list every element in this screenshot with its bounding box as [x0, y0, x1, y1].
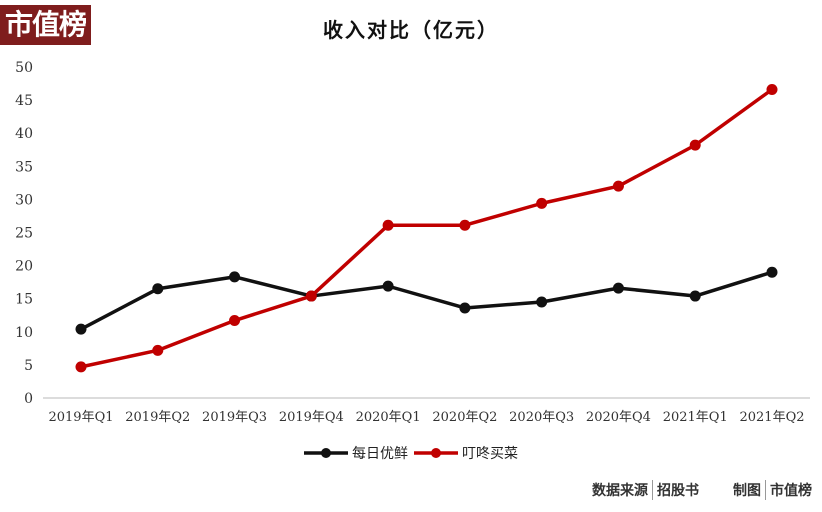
- y-tick-label: 25: [15, 226, 33, 242]
- chart-title: 收入对比（亿元）: [323, 18, 499, 42]
- series-line: [80, 88, 774, 369]
- line-chart: 0 5 10 15 20 25 30 35 40 45 50 2019年Q1 2019年Q2 2019年Q…: [15, 60, 810, 425]
- x-tick-label: 2021年Q2: [739, 410, 804, 425]
- source-label: 数据来源: [592, 483, 648, 499]
- data-point: [459, 302, 471, 314]
- y-tick-label: 20: [15, 259, 33, 275]
- x-tick-label: 2020年Q1: [356, 410, 421, 425]
- y-tick-label: 10: [15, 325, 33, 341]
- made-value: 市值榜: [770, 483, 812, 499]
- x-tick-label: 2020年Q2: [432, 410, 497, 425]
- y-tick-label: 40: [15, 126, 33, 142]
- data-point: [689, 139, 701, 151]
- source-value: 招股书: [657, 483, 699, 499]
- data-point: [689, 290, 701, 302]
- logo: 市值榜: [0, 5, 91, 45]
- data-point: [75, 361, 87, 373]
- data-point: [612, 180, 624, 192]
- source-credit: 数据来源 招股书 制图 市值榜: [592, 480, 812, 500]
- legend-marker-icon: [414, 448, 458, 458]
- legend-label: 每日优鲜: [352, 446, 408, 462]
- x-tick-label: 2021年Q1: [663, 410, 728, 425]
- y-tick-label: 45: [15, 93, 33, 109]
- legend: 每日优鲜 叮咚买菜: [0, 443, 822, 463]
- made-label: 制图: [733, 483, 761, 499]
- legend-item: 叮咚买菜: [414, 443, 518, 463]
- data-point: [766, 84, 778, 96]
- data-point: [536, 296, 548, 308]
- y-tick-label: 50: [15, 60, 33, 76]
- x-tick-label: 2019年Q2: [125, 410, 190, 425]
- data-point: [229, 315, 241, 327]
- legend-item: 每日优鲜: [304, 443, 408, 463]
- data-point: [766, 266, 778, 278]
- data-point: [459, 219, 471, 231]
- series-line: [80, 270, 773, 331]
- x-tick-label: 2020年Q3: [509, 410, 574, 425]
- y-tick-label: 5: [24, 358, 33, 374]
- data-point: [612, 282, 624, 294]
- y-tick-label: 15: [15, 292, 33, 308]
- x-tick-label: 2020年Q4: [586, 410, 651, 425]
- legend-label: 叮咚买菜: [462, 446, 518, 462]
- data-point: [382, 280, 394, 292]
- data-point: [75, 323, 87, 335]
- data-point: [382, 219, 394, 231]
- data-point: [152, 344, 164, 356]
- y-tick-label: 0: [24, 391, 33, 407]
- y-tick-label: 35: [15, 159, 33, 175]
- data-point: [229, 271, 241, 283]
- x-tick-label: 2019年Q1: [48, 410, 113, 425]
- data-point: [152, 283, 164, 295]
- legend-marker-icon: [304, 448, 348, 458]
- divider: [765, 480, 766, 500]
- x-tick-label: 2019年Q3: [202, 410, 267, 425]
- data-point: [305, 290, 317, 302]
- divider: [652, 480, 653, 500]
- x-tick-label: 2019年Q4: [279, 410, 344, 425]
- data-point: [536, 197, 548, 209]
- y-tick-label: 30: [15, 192, 33, 208]
